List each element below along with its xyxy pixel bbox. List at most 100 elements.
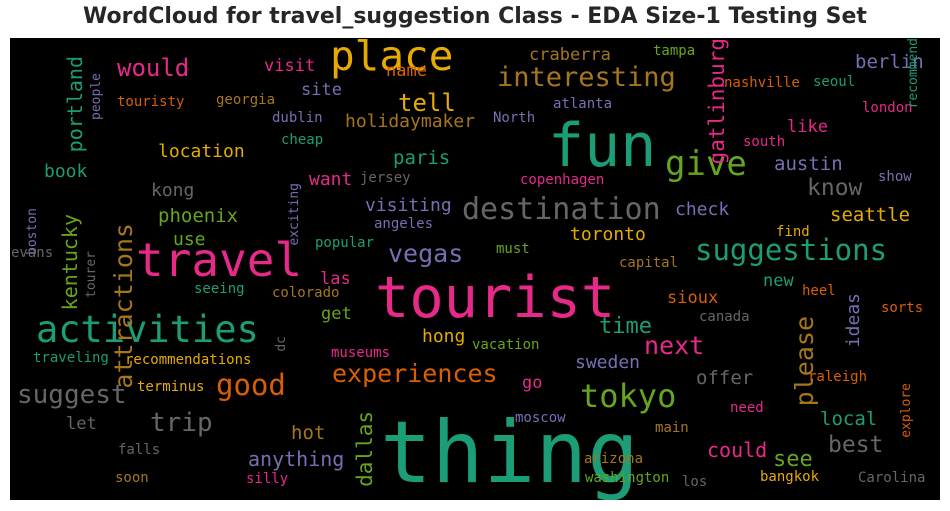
word-time: time xyxy=(599,314,652,339)
word-cheap: cheap xyxy=(281,132,324,148)
word-activities: activities xyxy=(36,308,259,351)
word-go: go xyxy=(522,373,543,393)
word-tokyo: tokyo xyxy=(580,377,677,415)
word-copenhagen: copenhagen xyxy=(520,172,605,188)
word-los: los xyxy=(682,474,708,490)
word-terminus: terminus xyxy=(137,379,205,395)
word-please: please xyxy=(790,316,819,407)
word-site: site xyxy=(301,80,342,100)
word-popular: popular xyxy=(315,235,375,251)
word-washington: washington xyxy=(585,470,670,486)
word-would: would xyxy=(117,54,190,82)
word-know: know xyxy=(807,175,863,201)
word-exciting: exciting xyxy=(287,183,302,246)
word-london: london xyxy=(862,100,913,116)
word-holidaymaker: holidaymaker xyxy=(345,111,476,132)
word-destination: destination xyxy=(462,192,661,227)
word-next: next xyxy=(644,331,705,360)
word-tourer: tourer xyxy=(84,251,99,298)
word-touristy: touristy xyxy=(117,94,185,110)
word-like: like xyxy=(787,117,828,137)
word-anything: anything xyxy=(248,447,345,471)
word-main: main xyxy=(655,420,689,436)
word-explore: explore xyxy=(899,383,914,438)
word-give: give xyxy=(665,144,747,184)
word-evans: evans xyxy=(11,245,54,261)
word-paris: paris xyxy=(393,147,451,169)
word-seattle: seattle xyxy=(830,204,911,226)
word-vacation: vacation xyxy=(472,337,540,353)
word-colorado: colorado xyxy=(272,285,340,301)
word-soon: soon xyxy=(115,470,149,486)
word-people: people xyxy=(89,73,104,120)
word-must: must xyxy=(496,241,530,257)
word-georgia: georgia xyxy=(216,92,276,108)
word-recommendations: recommendations xyxy=(125,352,252,368)
word-sweden: sweden xyxy=(575,352,641,373)
word-capital: capital xyxy=(619,255,679,271)
word-see: see xyxy=(773,447,813,472)
word-thing: thing xyxy=(380,403,639,500)
word-best: best xyxy=(828,432,884,458)
word-new: new xyxy=(763,271,794,291)
word-sorts: sorts xyxy=(881,300,924,316)
word-trip: trip xyxy=(150,408,213,438)
word-kentucky: kentucky xyxy=(58,214,82,311)
word-south: south xyxy=(743,134,786,150)
wordcloud-canvas: thing tourist fun travel place activities dest… xyxy=(10,38,940,500)
word-dublin: dublin xyxy=(272,110,323,126)
word-phoenix: phoenix xyxy=(158,205,239,227)
word-could: could xyxy=(707,438,768,462)
word-need: need xyxy=(730,400,764,416)
word-falls: falls xyxy=(118,442,161,458)
word-tell: tell xyxy=(398,89,456,117)
word-recommend: recommend xyxy=(906,38,921,109)
word-silly: silly xyxy=(246,471,289,487)
word-moscow: moscow xyxy=(515,410,566,426)
word-let: let xyxy=(66,414,97,434)
word-north: North xyxy=(493,110,536,126)
word-vegas: vegas xyxy=(388,239,464,268)
word-gatlinburg: gatlinburg xyxy=(705,38,729,165)
word-fun: fun xyxy=(548,111,657,181)
word-suggest: suggest xyxy=(17,380,127,410)
word-good: good xyxy=(216,368,286,402)
word-book: book xyxy=(44,161,88,182)
word-dallas: dallas xyxy=(353,411,377,487)
word-atlanta: atlanta xyxy=(553,96,613,112)
word-raleigh: raleigh xyxy=(808,369,868,385)
word-find: find xyxy=(776,224,810,240)
word-craberra: craberra xyxy=(529,45,611,65)
word-angeles: angeles xyxy=(374,216,434,232)
word-suggestions: suggestions xyxy=(695,233,888,267)
word-local: local xyxy=(820,408,878,430)
word-traveling: traveling xyxy=(33,350,109,366)
word-get: get xyxy=(321,304,352,324)
word-hong: hong xyxy=(422,326,466,347)
word-las: las xyxy=(320,269,351,289)
word-nashville: nashville xyxy=(724,75,800,91)
word-berlin: berlin xyxy=(855,51,924,73)
word-travel: travel xyxy=(136,233,303,287)
word-hot: hot xyxy=(291,422,326,444)
word-location: location xyxy=(158,141,245,162)
word-visiting: visiting xyxy=(365,195,452,216)
word-interesting: interesting xyxy=(497,62,676,93)
word-canada: canada xyxy=(699,309,750,325)
word-museums: museums xyxy=(331,345,391,361)
word-want: want xyxy=(309,169,353,190)
word-bangkok: bangkok xyxy=(760,469,820,485)
word-sioux: sioux xyxy=(667,288,719,308)
word-offer: offer xyxy=(696,367,754,389)
word-tourist: tourist xyxy=(375,265,616,331)
word-seoul: seoul xyxy=(813,74,856,90)
word-jersey: jersey xyxy=(360,170,411,186)
word-kong: kong xyxy=(151,180,195,201)
word-dc: dc xyxy=(274,336,289,352)
word-seeing: seeing xyxy=(194,281,245,297)
word-place: place xyxy=(330,38,454,80)
word-austin: austin xyxy=(774,153,843,175)
word-ideas: ideas xyxy=(843,293,864,348)
chart-title: WordCloud for travel_suggestion Class - … xyxy=(83,4,867,29)
word-experiences: experiences xyxy=(332,359,498,388)
